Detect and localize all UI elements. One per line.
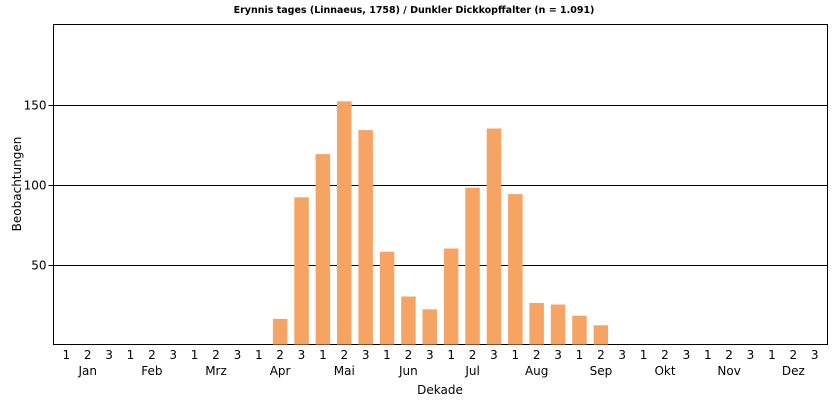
month-label-Jan: Jan bbox=[77, 364, 97, 378]
x-tick-label: 3 bbox=[234, 348, 242, 362]
grid-lines bbox=[53, 105, 828, 266]
month-label-Apr: Apr bbox=[270, 364, 291, 378]
month-label-Dez: Dez bbox=[782, 364, 805, 378]
x-tick-label: 2 bbox=[533, 348, 541, 362]
bar-Apr-3 bbox=[294, 197, 309, 345]
x-tick-label: 2 bbox=[84, 348, 92, 362]
x-tick-label: 1 bbox=[768, 348, 776, 362]
x-tick-label: 1 bbox=[127, 348, 135, 362]
month-label-Feb: Feb bbox=[141, 364, 162, 378]
bar-Aug-3 bbox=[550, 304, 566, 345]
x-tick-label: 1 bbox=[640, 348, 648, 362]
bar-Jun-1 bbox=[379, 251, 395, 345]
bar-Mai-3 bbox=[358, 130, 373, 345]
bar-Aug-1 bbox=[508, 194, 523, 345]
x-tick-label: 3 bbox=[426, 348, 434, 362]
x-tick-label: 1 bbox=[255, 348, 263, 362]
x-tick-label: 1 bbox=[62, 348, 70, 362]
x-tick-label: 2 bbox=[276, 348, 284, 362]
x-tick-label: 2 bbox=[725, 348, 733, 362]
x-tick-label: 3 bbox=[490, 348, 498, 362]
bar-Jun-2 bbox=[401, 296, 416, 345]
month-label-Jun: Jun bbox=[398, 364, 418, 378]
x-tick-label: 1 bbox=[704, 348, 712, 362]
x-tick-label: 3 bbox=[683, 348, 691, 362]
x-tick-label: 2 bbox=[340, 348, 348, 362]
month-label-Sep: Sep bbox=[590, 364, 613, 378]
bar-Sep-1 bbox=[572, 315, 587, 345]
x-tick-label: 2 bbox=[469, 348, 477, 362]
x-tick-label: 1 bbox=[511, 348, 519, 362]
x-tick-label: 3 bbox=[362, 348, 370, 362]
month-label-Aug: Aug bbox=[525, 364, 548, 378]
x-tick-label: 3 bbox=[554, 348, 562, 362]
bar-Jul-3 bbox=[486, 128, 502, 345]
x-tick-label: 3 bbox=[618, 348, 626, 362]
x-tick-label: 1 bbox=[191, 348, 199, 362]
bar-Aug-2 bbox=[529, 302, 544, 345]
x-tick-label: 3 bbox=[105, 348, 113, 362]
bar-Sep-2 bbox=[593, 325, 609, 345]
x-tick-label: 1 bbox=[576, 348, 584, 362]
x-tick-label: 2 bbox=[597, 348, 605, 362]
month-label-Okt: Okt bbox=[654, 364, 675, 378]
x-tick-label: 1 bbox=[447, 348, 455, 362]
month-label-Mrz: Mrz bbox=[205, 364, 227, 378]
month-label-Nov: Nov bbox=[717, 364, 740, 378]
x-tick-label: 3 bbox=[169, 348, 177, 362]
bar-Jun-3 bbox=[422, 309, 437, 345]
bar-Mai-2 bbox=[337, 101, 352, 345]
x-tick-label: 2 bbox=[789, 348, 797, 362]
y-tick-label: 150 bbox=[24, 99, 47, 113]
y-axis-ticks: 50 100 150 bbox=[24, 99, 54, 273]
month-labels: Jan Feb Mrz Apr Mai Jun Jul Aug Sep Okt Nov Dez bbox=[77, 364, 804, 378]
x-tick-label: 3 bbox=[811, 348, 819, 362]
month-label-Mai: Mai bbox=[334, 364, 355, 378]
y-axis-label: Beobachtungen bbox=[10, 137, 24, 232]
bar-Mai-1 bbox=[315, 154, 331, 345]
x-tick-label: 1 bbox=[383, 348, 391, 362]
bars bbox=[272, 101, 609, 345]
x-axis-label: Dekade bbox=[417, 383, 463, 397]
x-tick-label: 2 bbox=[405, 348, 413, 362]
y-tick-label: 100 bbox=[24, 179, 47, 193]
chart-title: Erynnis tages (Linnaeus, 1758) / Dunkler… bbox=[234, 5, 595, 16]
bar-Jul-1 bbox=[443, 248, 459, 345]
x-tick-label: 1 bbox=[319, 348, 327, 362]
x-tick-label: 3 bbox=[298, 348, 306, 362]
bar-Jul-2 bbox=[465, 187, 480, 345]
plot-area bbox=[53, 24, 828, 345]
x-tick-label: 2 bbox=[661, 348, 669, 362]
y-tick-label: 50 bbox=[31, 259, 46, 273]
x-tick-label: 2 bbox=[212, 348, 220, 362]
bar-Apr-2 bbox=[272, 318, 288, 345]
x-tick-label: 3 bbox=[747, 348, 755, 362]
month-label-Jul: Jul bbox=[464, 364, 479, 378]
x-tick-label: 2 bbox=[148, 348, 156, 362]
